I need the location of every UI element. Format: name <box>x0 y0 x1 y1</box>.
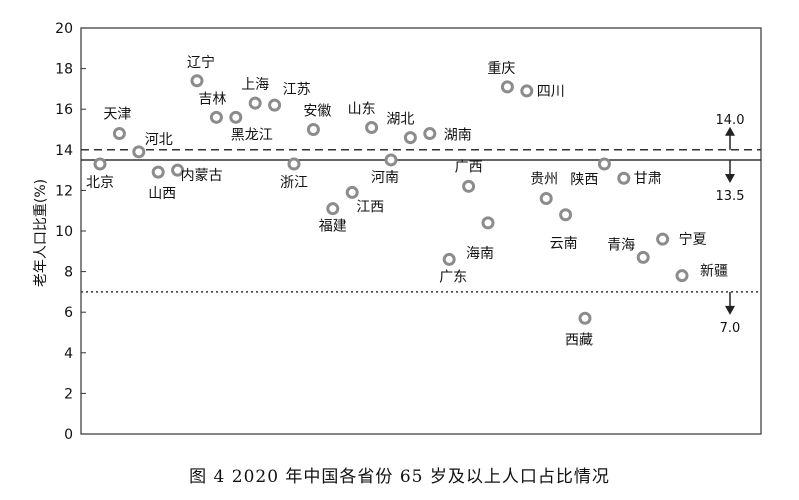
data-point <box>151 165 165 179</box>
data-point <box>656 232 670 246</box>
data-point <box>675 269 689 283</box>
data-point <box>132 145 146 159</box>
y-tick-label: 4 <box>64 346 73 362</box>
data-point <box>423 127 437 141</box>
point-label: 江苏 <box>283 82 311 98</box>
reference-arrow-head <box>725 126 735 136</box>
y-tick-label: 8 <box>64 265 73 281</box>
data-point <box>520 84 534 98</box>
point-label: 湖北 <box>386 112 414 128</box>
data-point <box>578 311 592 325</box>
data-point <box>268 98 282 112</box>
y-tick-label: 20 <box>55 21 73 37</box>
data-point <box>365 120 379 134</box>
y-tick-label: 6 <box>64 305 73 321</box>
data-point <box>171 163 185 177</box>
reference-line-label: 14.0 <box>716 113 745 128</box>
reference-lines: 14.0 13.5 7.0 <box>81 113 761 336</box>
point-label: 四川 <box>537 84 565 100</box>
data-point <box>636 250 650 264</box>
y-tick-label: 10 <box>55 224 73 240</box>
data-point <box>597 157 611 171</box>
point-label: 河南 <box>371 170 399 186</box>
data-point <box>403 131 417 145</box>
point-label: 山东 <box>348 101 376 117</box>
data-point <box>539 192 553 206</box>
point-label: 吉林 <box>198 91 226 107</box>
plot-frame <box>80 27 762 435</box>
point-label: 重庆 <box>487 61 515 77</box>
point-label: 浙江 <box>280 175 308 191</box>
data-point <box>112 127 126 141</box>
point-label: 安徽 <box>303 104 331 120</box>
data-point <box>93 157 107 171</box>
point-label: 贵州 <box>530 172 558 188</box>
data-point <box>306 123 320 136</box>
reference-line-label: 7.0 <box>720 321 741 336</box>
reference-arrow-head <box>725 305 735 315</box>
point-label: 青海 <box>607 237 635 253</box>
point-label: 天津 <box>103 107 131 123</box>
point-label: 广西 <box>455 159 483 175</box>
data-point <box>559 208 573 222</box>
point-label: 北京 <box>86 175 114 191</box>
point-label: 海南 <box>466 246 494 262</box>
data-point <box>481 216 495 230</box>
point-label: 内蒙古 <box>181 168 223 184</box>
data-point <box>209 110 223 124</box>
point-label: 广东 <box>439 269 467 285</box>
point-label: 湖南 <box>444 128 472 144</box>
reference-arrow-head <box>725 173 735 183</box>
data-point <box>345 185 359 199</box>
data-point <box>190 74 204 88</box>
y-tick-label: 16 <box>55 102 73 118</box>
y-axis-label: 老年人口比重(%) <box>33 179 49 287</box>
point-label: 福建 <box>319 219 347 235</box>
point-label: 江西 <box>356 199 384 215</box>
y-tick-label: 18 <box>55 62 73 78</box>
data-point <box>384 153 398 167</box>
point-label: 宁夏 <box>679 231 707 248</box>
y-tick-label: 12 <box>55 183 73 199</box>
point-label: 河北 <box>145 132 173 148</box>
point-label: 黑龙江 <box>231 127 273 143</box>
data-point <box>287 157 301 171</box>
y-axis-title: 老年人口比重(%) <box>33 179 49 287</box>
point-label: 西藏 <box>565 332 593 348</box>
y-tick-label: 2 <box>64 386 73 402</box>
data-point <box>229 110 243 124</box>
y-tick-label: 14 <box>55 143 73 159</box>
data-point <box>617 171 631 185</box>
data-point <box>462 179 476 193</box>
data-point <box>442 252 456 266</box>
data-point <box>500 80 514 94</box>
point-label: 上海 <box>241 77 269 93</box>
data-point <box>326 202 340 216</box>
y-tick-label: 0 <box>64 427 73 443</box>
point-label: 陕西 <box>570 172 598 188</box>
data-points <box>93 74 689 325</box>
point-label: 辽宁 <box>187 54 215 71</box>
point-label: 新疆 <box>700 264 728 280</box>
point-label: 云南 <box>550 236 578 252</box>
reference-line-label: 13.5 <box>716 189 745 204</box>
data-point <box>248 96 262 110</box>
point-label: 山西 <box>148 186 176 202</box>
figure-caption: 图 4 2020 年中国各省份 65 岁及以上人口占比情况 <box>189 467 610 487</box>
point-label: 甘肃 <box>634 171 662 187</box>
